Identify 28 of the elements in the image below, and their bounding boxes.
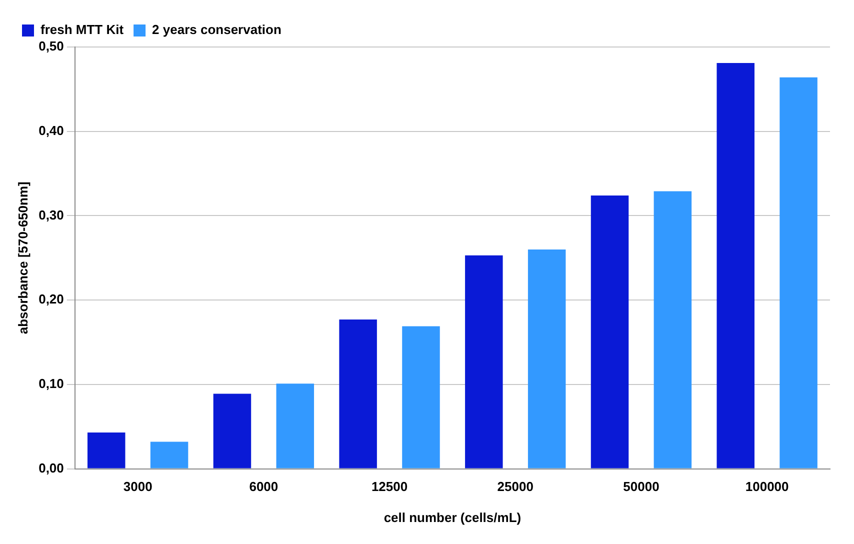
x-axis-title: cell number (cells/mL) (384, 510, 522, 525)
x-tick-label: 3000 (123, 479, 152, 494)
y-tick-label: 0,30 (38, 207, 64, 222)
x-tick-label: 6000 (249, 479, 278, 494)
x-tick-label: 12500 (371, 479, 408, 494)
y-axis-title: absorbance [570-650nm] (15, 182, 30, 334)
y-tick-label: 0,40 (38, 122, 64, 138)
y-tick-label: 0,10 (38, 376, 64, 392)
bar (590, 195, 629, 468)
y-tick-label: 0,20 (38, 292, 64, 307)
bar (465, 255, 503, 468)
legend-label: fresh MTT Kit (40, 22, 124, 38)
y-tick-label: 0,00 (38, 460, 64, 476)
x-tick-label: 25000 (497, 479, 534, 494)
bar (402, 326, 440, 468)
y-tick-label: 0,50 (38, 38, 64, 54)
bar (339, 319, 377, 468)
x-tick-label: 50000 (623, 479, 660, 494)
bar (150, 442, 188, 468)
x-tick-label: 100000 (745, 479, 789, 494)
bar (276, 384, 314, 468)
bar (780, 77, 818, 468)
legend-label: 2 years conservation (152, 22, 282, 38)
bar (528, 249, 566, 468)
bar (213, 394, 252, 468)
bar (654, 191, 692, 468)
bar (87, 432, 126, 468)
bar (716, 63, 754, 468)
